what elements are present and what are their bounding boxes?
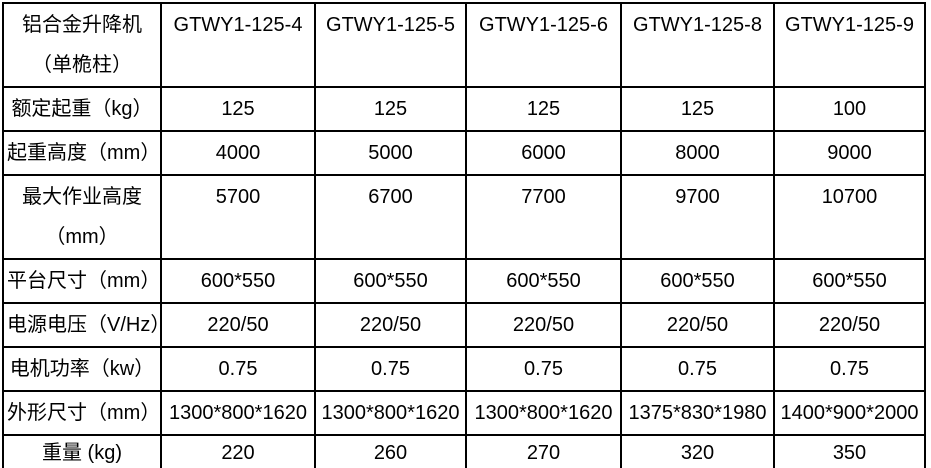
table-row-power-voltage: 电源电压（V/Hz） 220/50 220/50 220/50 220/50 2… [2, 302, 926, 348]
value-cell: 0.75 [314, 346, 467, 392]
value-cell: 9000 [773, 130, 926, 176]
value-cell: 125 [620, 86, 775, 132]
table-row-weight: 重量 (kg) 220 260 270 320 350 [2, 434, 926, 468]
row-label: 额定起重（kg） [2, 86, 162, 132]
row-label: 平台尺寸（mm） [2, 258, 162, 304]
corner-cell: 铝合金升降机 （单桅柱） [2, 2, 162, 88]
table-row-overall-size: 外形尺寸（mm） 1300*800*1620 1300*800*1620 130… [2, 390, 926, 436]
row-label-line1: 最大作业高度 [22, 186, 142, 208]
value-cell: 350 [773, 434, 926, 468]
value-cell: 10700 [773, 174, 926, 260]
row-label-line2: （mm） [45, 226, 119, 248]
value-cell: 600*550 [314, 258, 467, 304]
value-cell: 1375*830*1980 [620, 390, 775, 436]
value-cell: 600*550 [620, 258, 775, 304]
value-cell: 0.75 [160, 346, 316, 392]
value-cell: 600*550 [773, 258, 926, 304]
value-cell: 6700 [314, 174, 467, 260]
value-cell: 1300*800*1620 [160, 390, 316, 436]
row-label: 电源电压（V/Hz） [2, 302, 162, 348]
value-cell: 9700 [620, 174, 775, 260]
value-cell: 1300*800*1620 [314, 390, 467, 436]
table-row-max-working-height: 最大作业高度 （mm） 5700 6700 7700 9700 10700 [2, 174, 926, 260]
row-label: 外形尺寸（mm） [2, 390, 162, 436]
value-cell: 0.75 [465, 346, 622, 392]
value-cell: 220/50 [465, 302, 622, 348]
value-cell: 220/50 [773, 302, 926, 348]
value-cell: 1300*800*1620 [465, 390, 622, 436]
value-cell: 5000 [314, 130, 467, 176]
value-cell: 0.75 [773, 346, 926, 392]
value-cell: 270 [465, 434, 622, 468]
value-cell: 7700 [465, 174, 622, 260]
header-row: 铝合金升降机 （单桅柱） GTWY1-125-4 GTWY1-125-5 GTW… [2, 2, 926, 88]
value-cell: 125 [465, 86, 622, 132]
model-header: GTWY1-125-9 [773, 2, 926, 88]
value-cell: 220 [160, 434, 316, 468]
row-label: 起重高度（mm） [2, 130, 162, 176]
value-cell: 100 [773, 86, 926, 132]
value-cell: 260 [314, 434, 467, 468]
value-cell: 6000 [465, 130, 622, 176]
value-cell: 0.75 [620, 346, 775, 392]
value-cell: 125 [314, 86, 467, 132]
value-cell: 600*550 [160, 258, 316, 304]
value-cell: 320 [620, 434, 775, 468]
value-cell: 220/50 [314, 302, 467, 348]
value-cell: 8000 [620, 130, 775, 176]
table-row-platform-size: 平台尺寸（mm） 600*550 600*550 600*550 600*550… [2, 258, 926, 304]
table-row-rated-load: 额定起重（kg） 125 125 125 125 100 [2, 86, 926, 132]
value-cell: 600*550 [465, 258, 622, 304]
value-cell: 220/50 [160, 302, 316, 348]
model-header: GTWY1-125-4 [160, 2, 316, 88]
value-cell: 1400*900*2000 [773, 390, 926, 436]
row-label: 最大作业高度 （mm） [2, 174, 162, 260]
row-label: 电机功率（kw） [2, 346, 162, 392]
table-row-motor-power: 电机功率（kw） 0.75 0.75 0.75 0.75 0.75 [2, 346, 926, 392]
corner-title-line2: （单桅柱） [32, 54, 132, 76]
table-row-lift-height: 起重高度（mm） 4000 5000 6000 8000 9000 [2, 130, 926, 176]
value-cell: 220/50 [620, 302, 775, 348]
model-header: GTWY1-125-8 [620, 2, 775, 88]
model-header: GTWY1-125-6 [465, 2, 622, 88]
value-cell: 125 [160, 86, 316, 132]
value-cell: 5700 [160, 174, 316, 260]
value-cell: 4000 [160, 130, 316, 176]
row-label: 重量 (kg) [2, 434, 162, 468]
model-header: GTWY1-125-5 [314, 2, 467, 88]
corner-title-line1: 铝合金升降机 [22, 14, 142, 36]
